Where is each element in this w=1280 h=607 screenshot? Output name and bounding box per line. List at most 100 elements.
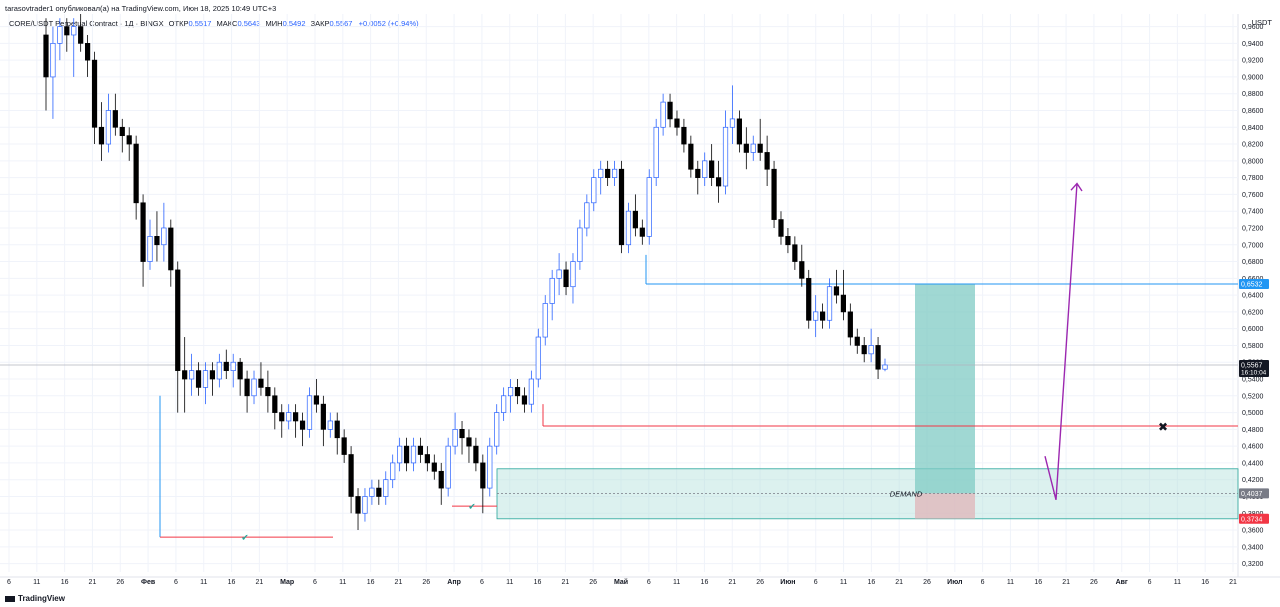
candle-body <box>362 496 368 514</box>
long-position-target-zone <box>915 284 975 494</box>
candle <box>660 93 666 136</box>
price-label-text: 0,6532 <box>1241 282 1263 289</box>
y-tick-label: 0,5000 <box>1242 410 1264 417</box>
candle-body <box>410 445 417 464</box>
candle <box>175 261 181 413</box>
candle <box>383 471 389 505</box>
candle-body <box>84 43 91 61</box>
candle <box>501 387 507 421</box>
candle-body <box>327 420 333 430</box>
candle <box>813 295 819 338</box>
candle <box>50 26 56 119</box>
candle-body <box>348 454 354 497</box>
candle-body <box>806 277 812 321</box>
x-tick-label: 16 <box>61 579 69 586</box>
candle-body <box>632 210 638 229</box>
candle <box>209 362 216 396</box>
candle <box>709 144 715 187</box>
y-tick-label: 0,3600 <box>1242 528 1264 535</box>
candle-body <box>154 236 160 246</box>
candle-body <box>778 219 784 237</box>
candle <box>681 118 687 153</box>
candle <box>182 337 188 413</box>
candle <box>223 349 229 380</box>
candle-body <box>78 26 84 44</box>
currency-label[interactable]: USDT <box>1251 18 1272 27</box>
candle <box>806 269 812 329</box>
candle-body <box>424 454 430 464</box>
y-tick-label: 0,4800 <box>1242 427 1264 434</box>
candle <box>556 253 562 296</box>
arrow-head-icon <box>1070 182 1083 192</box>
candle <box>480 454 486 514</box>
candle-body <box>258 378 264 388</box>
y-tick-label: 0,4400 <box>1242 460 1264 467</box>
candle-body <box>445 445 451 489</box>
candle <box>327 412 333 438</box>
candle <box>473 437 479 472</box>
candle-body <box>189 370 195 380</box>
close-value: 0,5567 <box>329 19 353 28</box>
candle <box>320 395 326 447</box>
candle <box>452 412 458 455</box>
candle-body <box>390 462 396 481</box>
candle <box>653 118 659 187</box>
candle <box>126 127 132 161</box>
candle <box>729 85 736 145</box>
candle-body <box>306 395 313 430</box>
candle <box>306 387 313 438</box>
candle-body <box>473 445 479 464</box>
candle <box>98 102 105 161</box>
candle <box>792 236 798 270</box>
x-tick-label: 21 <box>395 579 403 586</box>
y-tick-label: 0,8000 <box>1242 158 1264 165</box>
candle-body <box>279 412 285 422</box>
high-value: 0,5643 <box>237 19 261 28</box>
x-tick-label: 6 <box>174 579 178 586</box>
y-tick-label: 0,5400 <box>1242 377 1264 384</box>
candle-body <box>320 403 326 430</box>
long-position-stop-zone <box>915 493 975 519</box>
candle-body <box>757 143 763 153</box>
x-tick-label: Мар <box>280 579 294 586</box>
y-tick-label: 0,6000 <box>1242 326 1264 333</box>
x-tick-label: 6 <box>1148 579 1152 586</box>
candle <box>611 160 618 187</box>
candle-body <box>563 269 569 288</box>
x-tick-label: 21 <box>728 579 736 586</box>
candle <box>168 219 174 287</box>
candle <box>715 160 722 203</box>
candle <box>549 269 555 321</box>
low-label: МИН <box>265 19 283 28</box>
candle <box>119 118 125 153</box>
candle <box>293 404 299 438</box>
candle-body <box>417 445 424 455</box>
candle <box>154 211 160 262</box>
y-tick-label: 0,8600 <box>1242 108 1264 115</box>
x-tick-label: 16 <box>367 579 375 586</box>
candle <box>591 169 597 212</box>
candle <box>237 358 243 396</box>
x-tick-label: 11 <box>506 579 513 586</box>
candle <box>875 337 881 380</box>
candle-body <box>403 445 410 464</box>
candle-body <box>535 336 541 380</box>
candle <box>778 211 784 245</box>
candle-body <box>43 34 49 78</box>
candle-body <box>299 420 306 430</box>
y-tick-label: 0,5200 <box>1242 393 1264 400</box>
candle-body <box>272 395 278 413</box>
y-tick-label: 0,3200 <box>1242 561 1264 568</box>
candle-body <box>161 227 167 246</box>
candle-body <box>715 177 722 187</box>
candle-body <box>598 168 604 178</box>
candle <box>251 370 257 405</box>
footer-brand[interactable]: TradingView <box>5 594 65 603</box>
symbol-label[interactable]: CORE/USDT Perpetual Contract · 1Д · BING… <box>9 19 164 28</box>
candle <box>431 454 437 480</box>
candle <box>397 437 403 472</box>
y-tick-label: 0,6400 <box>1242 293 1264 300</box>
candle <box>424 446 430 472</box>
price-label-countdown: 16:10:04 <box>1241 369 1267 376</box>
